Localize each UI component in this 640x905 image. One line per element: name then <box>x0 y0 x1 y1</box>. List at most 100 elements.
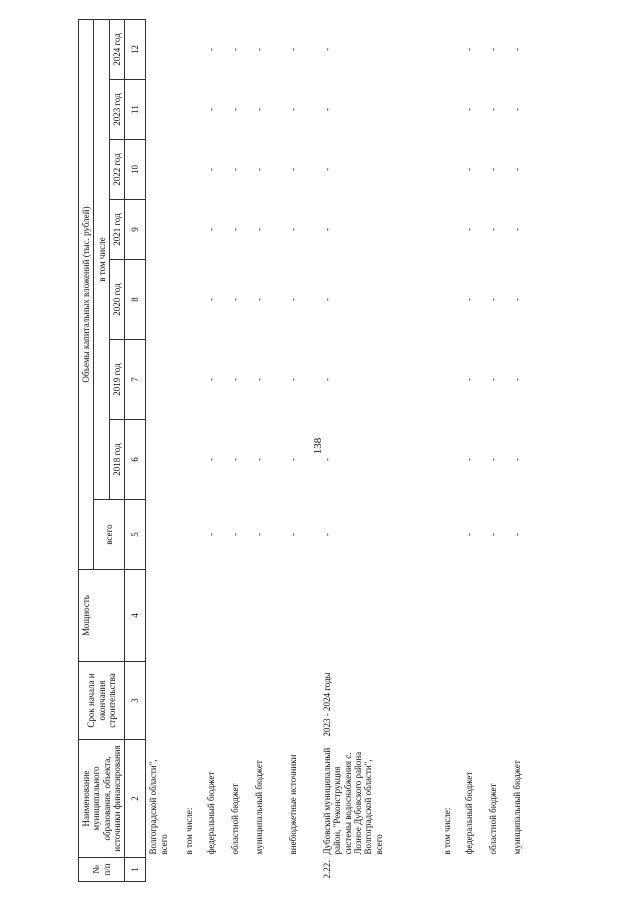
row-number <box>286 858 320 882</box>
row-value: - <box>321 298 332 301</box>
row-value <box>182 420 204 500</box>
row-term <box>146 662 182 740</box>
row-power <box>228 570 252 662</box>
row-term <box>486 662 510 740</box>
row-value <box>182 200 204 260</box>
header-name: Наименование муниципального образования,… <box>78 739 125 858</box>
row-value: - <box>229 533 240 536</box>
row-value: - <box>487 108 498 111</box>
row-number <box>228 858 252 882</box>
table-body: Волгоградской области", всего в том числе… <box>146 19 544 881</box>
row-value: - <box>463 47 474 51</box>
row-value: - <box>463 298 474 301</box>
row-value: - <box>511 168 522 171</box>
row-value: - <box>205 108 216 111</box>
row-value: - <box>511 108 522 111</box>
header-year: 2022 год <box>109 139 125 200</box>
row-value: - <box>205 533 216 536</box>
row-power <box>286 570 320 662</box>
row-value: - <box>229 47 240 51</box>
row-value: - <box>463 108 474 111</box>
row-term <box>440 662 462 740</box>
row-number <box>462 858 486 882</box>
column-number: 7 <box>124 339 146 420</box>
row-value: - <box>287 298 298 301</box>
row-name: федеральный бюджет <box>463 771 474 855</box>
row-value: - <box>229 228 240 231</box>
header-year: 2021 год <box>109 199 125 260</box>
row-term <box>286 662 320 740</box>
row-value: - <box>205 47 216 51</box>
row-value: - <box>487 47 498 51</box>
row-name: Волгоградской области", всего <box>148 759 169 855</box>
row-power <box>486 570 510 662</box>
row-value: - <box>253 47 264 51</box>
row-value <box>182 80 204 140</box>
row-number <box>182 858 204 882</box>
table-row: федеральный бюджет - - - - - - - - <box>462 19 486 881</box>
row-value: - <box>487 228 498 231</box>
row-value <box>146 500 182 570</box>
row-value <box>440 19 462 79</box>
row-value: - <box>487 298 498 301</box>
row-value: - <box>253 533 264 536</box>
row-value: - <box>511 298 522 301</box>
row-value <box>440 80 462 140</box>
row-name: внебюджетные источники <box>287 754 298 855</box>
row-value: - <box>229 378 240 381</box>
row-value <box>146 260 182 340</box>
row-value: - <box>463 533 474 536</box>
header-total: всего <box>93 499 125 570</box>
row-value: - <box>253 228 264 231</box>
header-power: Мощность <box>78 569 125 662</box>
header-year: 2019 год <box>109 339 125 420</box>
column-number: 9 <box>124 199 146 260</box>
table-row: областной бюджет - - - - - - - - <box>486 19 510 881</box>
row-power <box>146 570 182 662</box>
row-value <box>146 200 182 260</box>
row-term <box>462 662 486 740</box>
header-volumes: Объемы капитальных вложений (тыс. рублей… <box>78 19 94 570</box>
row-value: - <box>463 378 474 381</box>
row-value <box>182 19 204 79</box>
row-value: - <box>511 378 522 381</box>
row-value: - <box>287 378 298 381</box>
row-value: - <box>229 458 240 461</box>
row-value: - <box>205 458 216 461</box>
header-year: 2024 год <box>109 19 125 80</box>
row-power <box>252 570 286 662</box>
row-value: - <box>287 47 298 51</box>
table-row: муниципальный бюджет - - - - - - - - <box>252 19 286 881</box>
row-value <box>440 500 462 570</box>
row-value: - <box>321 533 332 536</box>
capital-investment-table: № п/п Наименование муниципального образо… <box>78 19 544 882</box>
row-value: - <box>253 458 264 461</box>
table-row: в том числе: <box>182 19 204 881</box>
row-name: областной бюджет <box>487 783 498 855</box>
table-row: Волгоградской области", всего <box>146 19 182 881</box>
row-power <box>510 570 544 662</box>
row-value: - <box>321 458 332 461</box>
row-value <box>146 140 182 200</box>
row-number <box>252 858 286 882</box>
row-value <box>182 260 204 340</box>
column-number: 11 <box>124 79 146 140</box>
row-value: - <box>487 533 498 536</box>
table-row: федеральный бюджет - - - - - - - - <box>204 19 228 881</box>
row-value: - <box>511 533 522 536</box>
row-value <box>440 200 462 260</box>
table-header: № п/п Наименование муниципального образо… <box>78 19 146 882</box>
column-number: 6 <box>124 419 146 500</box>
header-year: 2018 год <box>109 419 125 500</box>
column-number: 5 <box>124 499 146 570</box>
table-row: внебюджетные источники - - - - - - - - <box>286 19 320 881</box>
row-value <box>146 340 182 420</box>
row-value: - <box>321 228 332 231</box>
row-value <box>182 340 204 420</box>
row-power <box>204 570 228 662</box>
row-value <box>440 420 462 500</box>
row-value: - <box>253 298 264 301</box>
row-value: - <box>205 228 216 231</box>
row-number <box>486 858 510 882</box>
header-term: Срок начала и окончания строительства <box>78 661 125 740</box>
